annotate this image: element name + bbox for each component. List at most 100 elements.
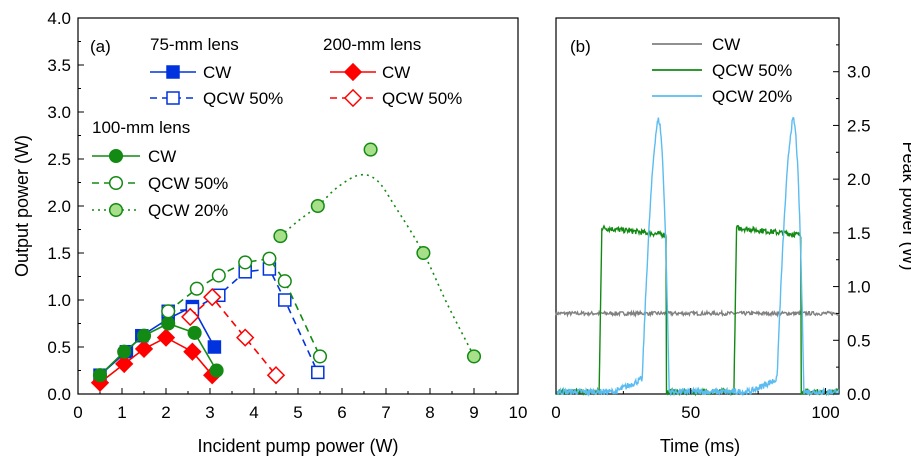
x-tick-label: 1 [117,403,126,422]
panel-b-x-ticks: 0 50 100 [551,388,840,422]
b-y-tick-label: 1.0 [847,278,871,297]
legend-200mm-cw: CW [382,63,410,82]
data-point [183,342,202,361]
y-tick-label: 3.5 [47,56,71,75]
panel-b-y-ticks: 0.0 0.5 1.0 1.5 2.0 2.5 3.0 [833,44,871,404]
panel-a-y-axis-label: Output power (W) [12,135,32,277]
x-tick-label: 0 [73,403,82,422]
series-0 [93,299,222,382]
qcw20-trace [555,116,840,397]
data-point [92,368,108,383]
data-point [310,198,325,214]
series-6 [273,142,482,364]
qcw50-trace [555,224,840,397]
data-point [277,274,292,289]
panel-a-x-ticks: 0 1 2 3 4 5 6 7 8 9 10 [73,388,527,422]
y-tick-label: 0.5 [47,338,71,357]
data-point [278,293,292,307]
legend-group-100mm: 100-mm lens [92,118,190,137]
data-point [266,366,286,385]
y-tick-label: 0.0 [47,385,71,404]
panel-b-frame [555,17,840,395]
data-point [311,365,325,380]
legend-group-75mm: 75-mm lens [150,35,239,54]
data-point [203,288,222,307]
panel-a-label: (a) [90,37,111,56]
legend-200mm-qcw50: QCW 50% [382,89,462,108]
cw-trace [555,308,840,319]
data-point [136,328,152,343]
series-4 [92,316,224,383]
y-tick-label: 2.5 [47,150,71,169]
panel-b-label: (b) [570,37,591,56]
b-y-tick-label: 1.5 [847,224,871,243]
panel-a-y-ticks: 0.0 0.5 1.0 1.5 2.0 2.5 3.0 3.5 4.0 [47,9,84,404]
panel-a: 0 1 2 3 4 5 6 7 8 9 10 0.0 0.5 1.0 1.5 2.0 2.5 3.0 3.5 4.0… [12,9,527,456]
b-x-tick-label: 0 [551,403,560,422]
b-x-tick-label: 100 [811,403,839,422]
panel-a-legend-marks [92,62,376,218]
data-point [207,340,222,354]
b-y-tick-label: 3.0 [847,63,871,82]
data-point [238,255,253,270]
data-point [187,325,202,340]
series-2 [90,328,222,392]
series-line [279,173,475,357]
data-point [161,316,176,331]
legend-b-qcw50: QCW 50% [712,61,792,80]
data-point [363,142,378,157]
legend-group-200mm: 200-mm lens [323,35,421,54]
legend-100mm-cw: CW [148,147,176,166]
panel-a-legend: 75-mm lens 200-mm lens 100-mm lens CW QC… [92,35,462,220]
data-point [209,363,224,378]
x-tick-label: 4 [249,403,258,422]
legend-marker [108,148,124,164]
x-tick-label: 9 [469,403,478,422]
b-y-tick-label: 2.0 [847,170,871,189]
legend-marker [343,88,363,108]
panel-b-y-axis-label: Peak power (W) [899,141,911,270]
panel-b-legend-marks [652,43,702,97]
data-point [273,229,288,244]
data-point [312,349,328,364]
legend-100mm-qcw20: QCW 20% [148,201,228,220]
panel-a-x-axis-label: Incident pump power (W) [197,436,398,456]
x-tick-label: 7 [381,403,390,422]
data-point [416,245,431,261]
legend-75mm-cw: CW [203,63,231,82]
data-point [161,304,176,319]
data-point [236,328,255,347]
legend-b-cw: CW [712,35,740,54]
data-point [90,373,110,392]
data-point [156,328,176,347]
data-point [189,281,204,296]
legend-marker [108,175,124,191]
data-point [262,251,277,266]
data-point [117,344,132,359]
b-x-tick-label: 50 [681,403,700,422]
x-tick-label: 10 [509,403,528,422]
b-y-tick-label: 0.5 [847,331,871,350]
series-3 [181,288,286,385]
x-tick-label: 3 [205,403,214,422]
legend-100mm-qcw50: QCW 50% [148,174,228,193]
x-tick-label: 6 [337,403,346,422]
y-tick-label: 1.5 [47,244,71,263]
series-5 [161,251,328,364]
data-point [211,268,226,283]
legend-b-qcw20: QCW 20% [712,87,792,106]
legend-marker [108,202,124,218]
y-tick-label: 2.0 [47,197,71,216]
panel-a-series [90,142,482,392]
data-point [181,307,200,327]
legend-marker [166,65,180,79]
legend-75mm-qcw50: QCW 50% [203,89,283,108]
panel-b-x-axis-label: Time (ms) [660,436,740,456]
series-line [189,296,277,376]
panel-b-legend: CW QCW 50% QCW 20% [652,35,792,106]
panel-b-series [555,116,840,397]
legend-marker [343,62,363,82]
panel-b: 0 50 100 0.0 0.5 1.0 1.5 2.0 2.5 3.0 (b) Time (m… [551,17,911,456]
data-point [466,349,482,364]
